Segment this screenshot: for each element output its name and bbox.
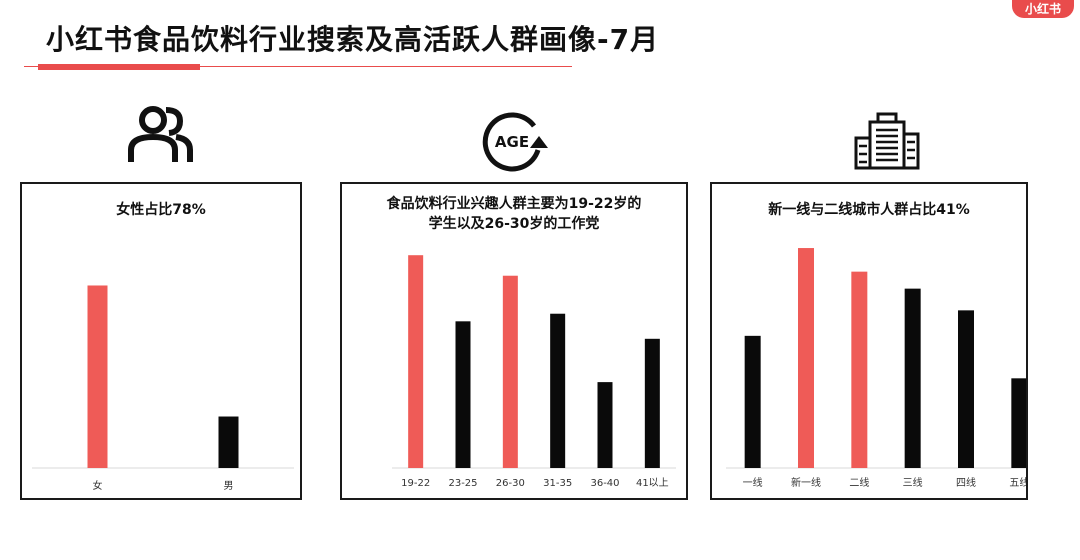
gender-chart-panel: 女性占比78% 女男 [20, 182, 302, 500]
city-tick-label-1: 一线 [743, 476, 763, 489]
age-tick-label-2: 23-25 [448, 478, 477, 489]
gender-bar-1 [87, 285, 108, 468]
gender-chart-title: 女性占比78% [116, 202, 206, 218]
city-tick-label-6: 五线 [1009, 476, 1026, 489]
city-tick-label-3: 二线 [849, 476, 869, 489]
age-chart-title-line-2: 学生以及26-30岁的工作党 [428, 216, 600, 232]
title-accent-bar [38, 64, 200, 70]
age-bar-chart: 19-22 23-25 26-30 31-35 36-40 41以上 [392, 255, 676, 489]
city-bar-1 [744, 335, 761, 468]
city-building-icon [854, 112, 920, 170]
city-tick-label-5: 四线 [956, 476, 976, 489]
age-tick-label-1: 19-22 [401, 478, 430, 489]
age-tick-label-3: 26-30 [496, 478, 525, 489]
page-title: 小红书食品饮料行业搜索及高活跃人群画像-7月 [46, 23, 660, 56]
age-bar-1 [408, 255, 424, 468]
age-bar-3 [502, 275, 518, 468]
age-icon-text: AGE [495, 133, 529, 151]
age-bar-6 [644, 338, 660, 468]
city-chart-title: 新一线与二线城市人群占比41% [768, 202, 970, 218]
age-chart-title: 食品饮料行业兴趣人群主要为19-22岁的 学生以及26-30岁的工作党 [342, 194, 686, 234]
city-bar-5 [958, 310, 974, 468]
city-tick-label-2: 新一线 [791, 476, 821, 489]
city-bar-4 [904, 288, 921, 468]
age-tick-label-5: 36-40 [590, 478, 619, 489]
age-bar-4 [550, 313, 566, 468]
xiaohongshu-logo: 小红书 [1012, 0, 1074, 18]
gender-tick-label-2: 男 [224, 480, 234, 492]
age-tick-label-6: 41以上 [636, 477, 669, 489]
age-bar-2 [455, 321, 471, 468]
city-bar-6 [1011, 378, 1026, 468]
age-icon: AGE [482, 112, 548, 172]
age-tick-label-4: 31-35 [543, 478, 572, 489]
city-bar-3 [851, 271, 868, 468]
age-bar-5 [597, 382, 613, 468]
city-tick-label-4: 三线 [903, 476, 923, 489]
gender-tick-label-1: 女 [93, 479, 103, 492]
city-bar-2 [798, 248, 814, 468]
city-chart-panel: 新一线与二线城市人群占比41% 一线 新一线 二线 三线 四线 五线 [710, 182, 1028, 500]
gender-bar-chart: 女男 [32, 285, 294, 492]
city-bar-chart: 一线 新一线 二线 三线 四线 五线 [726, 248, 1026, 489]
gender-bar-2 [218, 416, 239, 468]
title-underline [24, 66, 572, 67]
age-chart-panel: 食品饮料行业兴趣人群主要为19-22岁的 学生以及26-30岁的工作党 19-2… [340, 182, 688, 500]
age-chart-title-line-1: 食品饮料行业兴趣人群主要为19-22岁的 [386, 196, 642, 212]
people-icon [128, 106, 193, 162]
